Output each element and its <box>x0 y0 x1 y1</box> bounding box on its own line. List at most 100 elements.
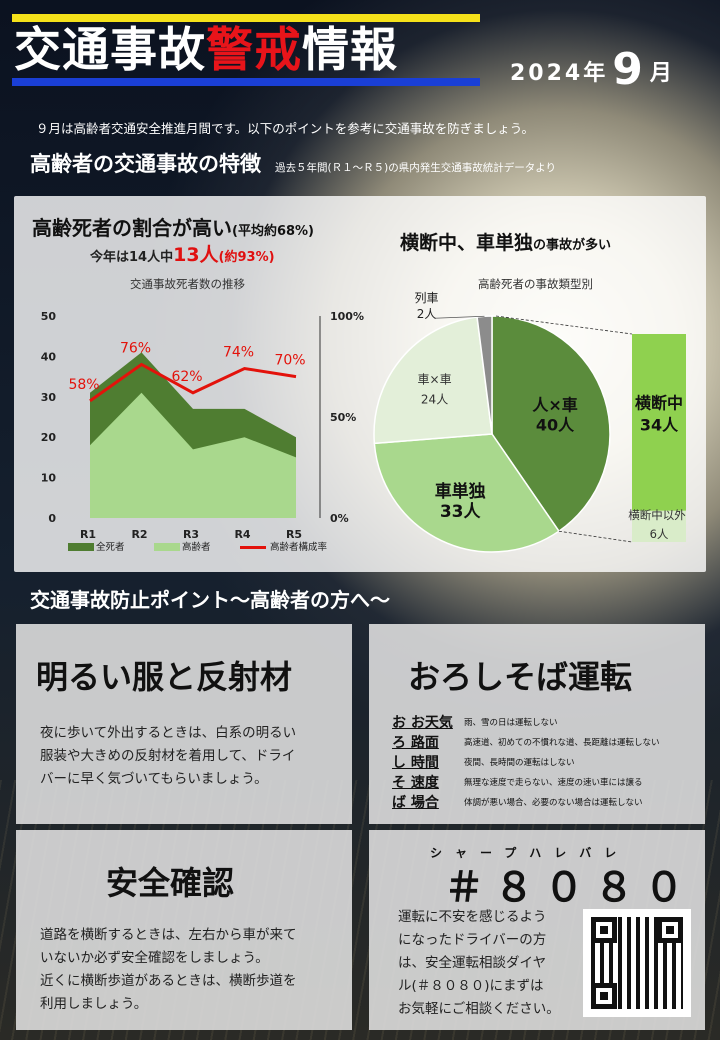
issue-date: 2024年9 月 <box>510 44 675 95</box>
legend-label: 全死者 <box>96 541 125 553</box>
line-chart-title: 交通事故死者数の推移 <box>130 277 245 291</box>
right-heading-suffix: の事故が多い <box>533 238 612 253</box>
orosisoba-item: お お天気 雨、雪の日は運転しない <box>392 712 660 732</box>
intro-text: ９月は高齢者交通安全推進月間です。以下のポイントを参考に交通事故を防ぎましょう。 <box>36 121 535 136</box>
legend-swatch-area <box>68 543 94 551</box>
orosisoba-item: ろ 路面 高速道、初めての不慣れな道、長距離は運転しない <box>392 732 660 752</box>
data-label-rate: 70% <box>274 353 305 369</box>
legend-swatch-area <box>154 543 180 551</box>
x-tick-label: R5 <box>286 528 302 541</box>
pie-slice-value: 2人 <box>417 307 437 321</box>
breakdown-label: 横断中 <box>635 393 683 412</box>
orosisoba-list: お お天気 雨、雪の日は運転しない ろ 路面 高速道、初めての不慣れな道、長距離は運… <box>392 712 660 812</box>
data-label-rate: 58% <box>68 377 99 393</box>
issue-month-number: 9 <box>612 44 646 95</box>
tip3-line: 利用しましょう。 <box>40 996 148 1012</box>
y-tick-label: 0 <box>48 512 56 525</box>
orosisoba-item: し 時間 夜間、長時間の運転はしない <box>392 752 660 772</box>
x-tick-label: R1 <box>80 528 96 541</box>
breakdown-label: 横断中以外 <box>628 508 686 522</box>
tip1-text: 夜に歩いて外出するときは、白系の明るい 服装や大きめの反射材を着用して、ドライ … <box>40 722 296 791</box>
item-key: お お天気 <box>392 715 453 731</box>
y2-tick-label: 0% <box>330 512 349 525</box>
tip1-heading: 明るい服と反射材 <box>36 658 293 696</box>
item-key: ろ 路面 <box>392 735 439 751</box>
pie-slice-label: 車×車 <box>418 372 452 386</box>
orosisoba-item: ば 場合 体調が悪い場合、必要のない場合は運転しない <box>392 792 660 812</box>
hotline-line: になったドライバーの方 <box>398 932 547 948</box>
title-part1: 交通事故 <box>14 23 206 78</box>
qr-finder <box>591 983 617 1009</box>
legend-label: 高齢者構成率 <box>270 541 328 553</box>
tip3-line: 近くに横断歩道があるときは、横断歩道を <box>40 973 297 989</box>
hotline-line: 運転に不安を感じるよう <box>398 909 547 925</box>
pie-chart-title: 高齢死者の事故類型別 <box>478 277 593 291</box>
pie-slice-label: 人×車 <box>532 395 577 414</box>
pie-slice-value: 24人 <box>421 392 448 406</box>
data-label-rate: 74% <box>223 345 254 361</box>
hotline-line: ル(＃８０８０)にまずは <box>398 978 544 994</box>
title-blue-bar <box>12 78 480 86</box>
page-title: 交通事故警戒情報 <box>14 23 398 78</box>
death-trend-chart: 0 10 20 30 40 50 0% 50% 100% R1 R2 R3 R4 R5 58% 76% 62% 7… <box>41 310 364 553</box>
qr-code[interactable] <box>583 909 691 1017</box>
left-heading-note: (平均約68%) <box>232 224 314 239</box>
qr-finder <box>591 917 617 943</box>
breakdown-value: 34人 <box>640 415 679 434</box>
item-value: 夜間、長時間の運転はしない <box>464 758 575 768</box>
issue-year: 2024年 <box>510 61 609 86</box>
y-tick-label: 30 <box>41 391 57 404</box>
hotline-text: 運転に不安を感じるよう になったドライバーの方 は、安全運転相談ダイヤ ル(＃８… <box>398 906 560 1021</box>
hotline-kana: シャープハレバレ <box>430 846 630 860</box>
tip1-line: バーに早く気づいてもらいましょう。 <box>40 771 268 787</box>
item-value: 体調が悪い場合、必要のない場合は運転しない <box>464 798 643 808</box>
hotline-line: は、安全運転相談ダイヤ <box>398 955 547 971</box>
title-yellow-bar <box>12 14 480 22</box>
hotline-line: お気軽にご相談ください。 <box>398 1001 560 1017</box>
data-label-rate: 62% <box>171 369 202 385</box>
qr-finder <box>657 917 683 943</box>
section1-title: 高齢者の交通事故の特徴 <box>30 152 261 176</box>
item-value: 無理な速度で走らない、速度の速い車には譲る <box>464 778 643 788</box>
pie-slice-value: 33人 <box>440 502 482 522</box>
pie-slice-label: 列車 <box>415 291 439 305</box>
item-key: し 時間 <box>392 755 439 771</box>
tip1-line: 服装や大きめの反射材を着用して、ドライ <box>40 748 296 764</box>
pie-slice <box>373 433 560 553</box>
pie-leader-line <box>434 315 485 319</box>
y-tick-label: 40 <box>41 350 57 363</box>
item-value: 高速道、初めての不慣れな道、長距離は運転しない <box>464 738 660 748</box>
section2-heading: 交通事故防止ポイント～高齢者の方へ～ <box>30 588 390 612</box>
issue-month-unit: 月 <box>649 61 675 86</box>
title-part3: 情報 <box>302 23 398 78</box>
right-heading-text: 横断中、車単独 <box>400 232 534 254</box>
data-label-rate: 76% <box>120 340 151 356</box>
pie-slice <box>373 316 493 445</box>
breakdown-connector <box>495 315 633 335</box>
legend-label: 高齢者 <box>182 541 211 553</box>
tip2-heading: おろしそば運転 <box>408 658 633 696</box>
legend-swatch-line <box>240 546 266 549</box>
tip3-heading: 安全確認 <box>106 864 235 902</box>
y2-tick-label: 100% <box>330 310 364 323</box>
tip-box-bright-clothes <box>16 624 352 824</box>
x-tick-label: R4 <box>234 528 250 541</box>
tip3-line: いないか必ず安全確認をしましょう。 <box>40 950 269 966</box>
hotline-number: ＃８０８０ <box>444 865 694 911</box>
breakdown-bar-segment <box>632 334 686 511</box>
tip-box-orosisoba <box>369 624 705 824</box>
title-part2: 警戒 <box>206 23 302 78</box>
y-tick-label: 50 <box>41 310 57 323</box>
section1-heading: 高齢者の交通事故の特徴 過去５年間(Ｒ１～Ｒ５)の県内発生交通事故統計データより <box>30 148 556 178</box>
left-panel-subheading: 今年は14人中13人(約93%) <box>90 240 275 267</box>
item-key: そ 速度 <box>392 775 439 791</box>
sub-note: (約93%) <box>218 250 275 265</box>
tip3-line: 道路を横断するときは、左右から車が来て <box>40 927 297 943</box>
y-tick-label: 20 <box>41 431 57 444</box>
x-tick-label: R3 <box>183 528 199 541</box>
pie-slice-label: 車単独 <box>435 481 486 502</box>
section1-source: 過去５年間(Ｒ１～Ｒ５)の県内発生交通事故統計データより <box>275 162 556 174</box>
sub-prefix: 今年は14人中 <box>90 250 174 265</box>
tip-box-safety-check <box>16 830 352 1030</box>
sub-count: 13人 <box>173 244 219 266</box>
